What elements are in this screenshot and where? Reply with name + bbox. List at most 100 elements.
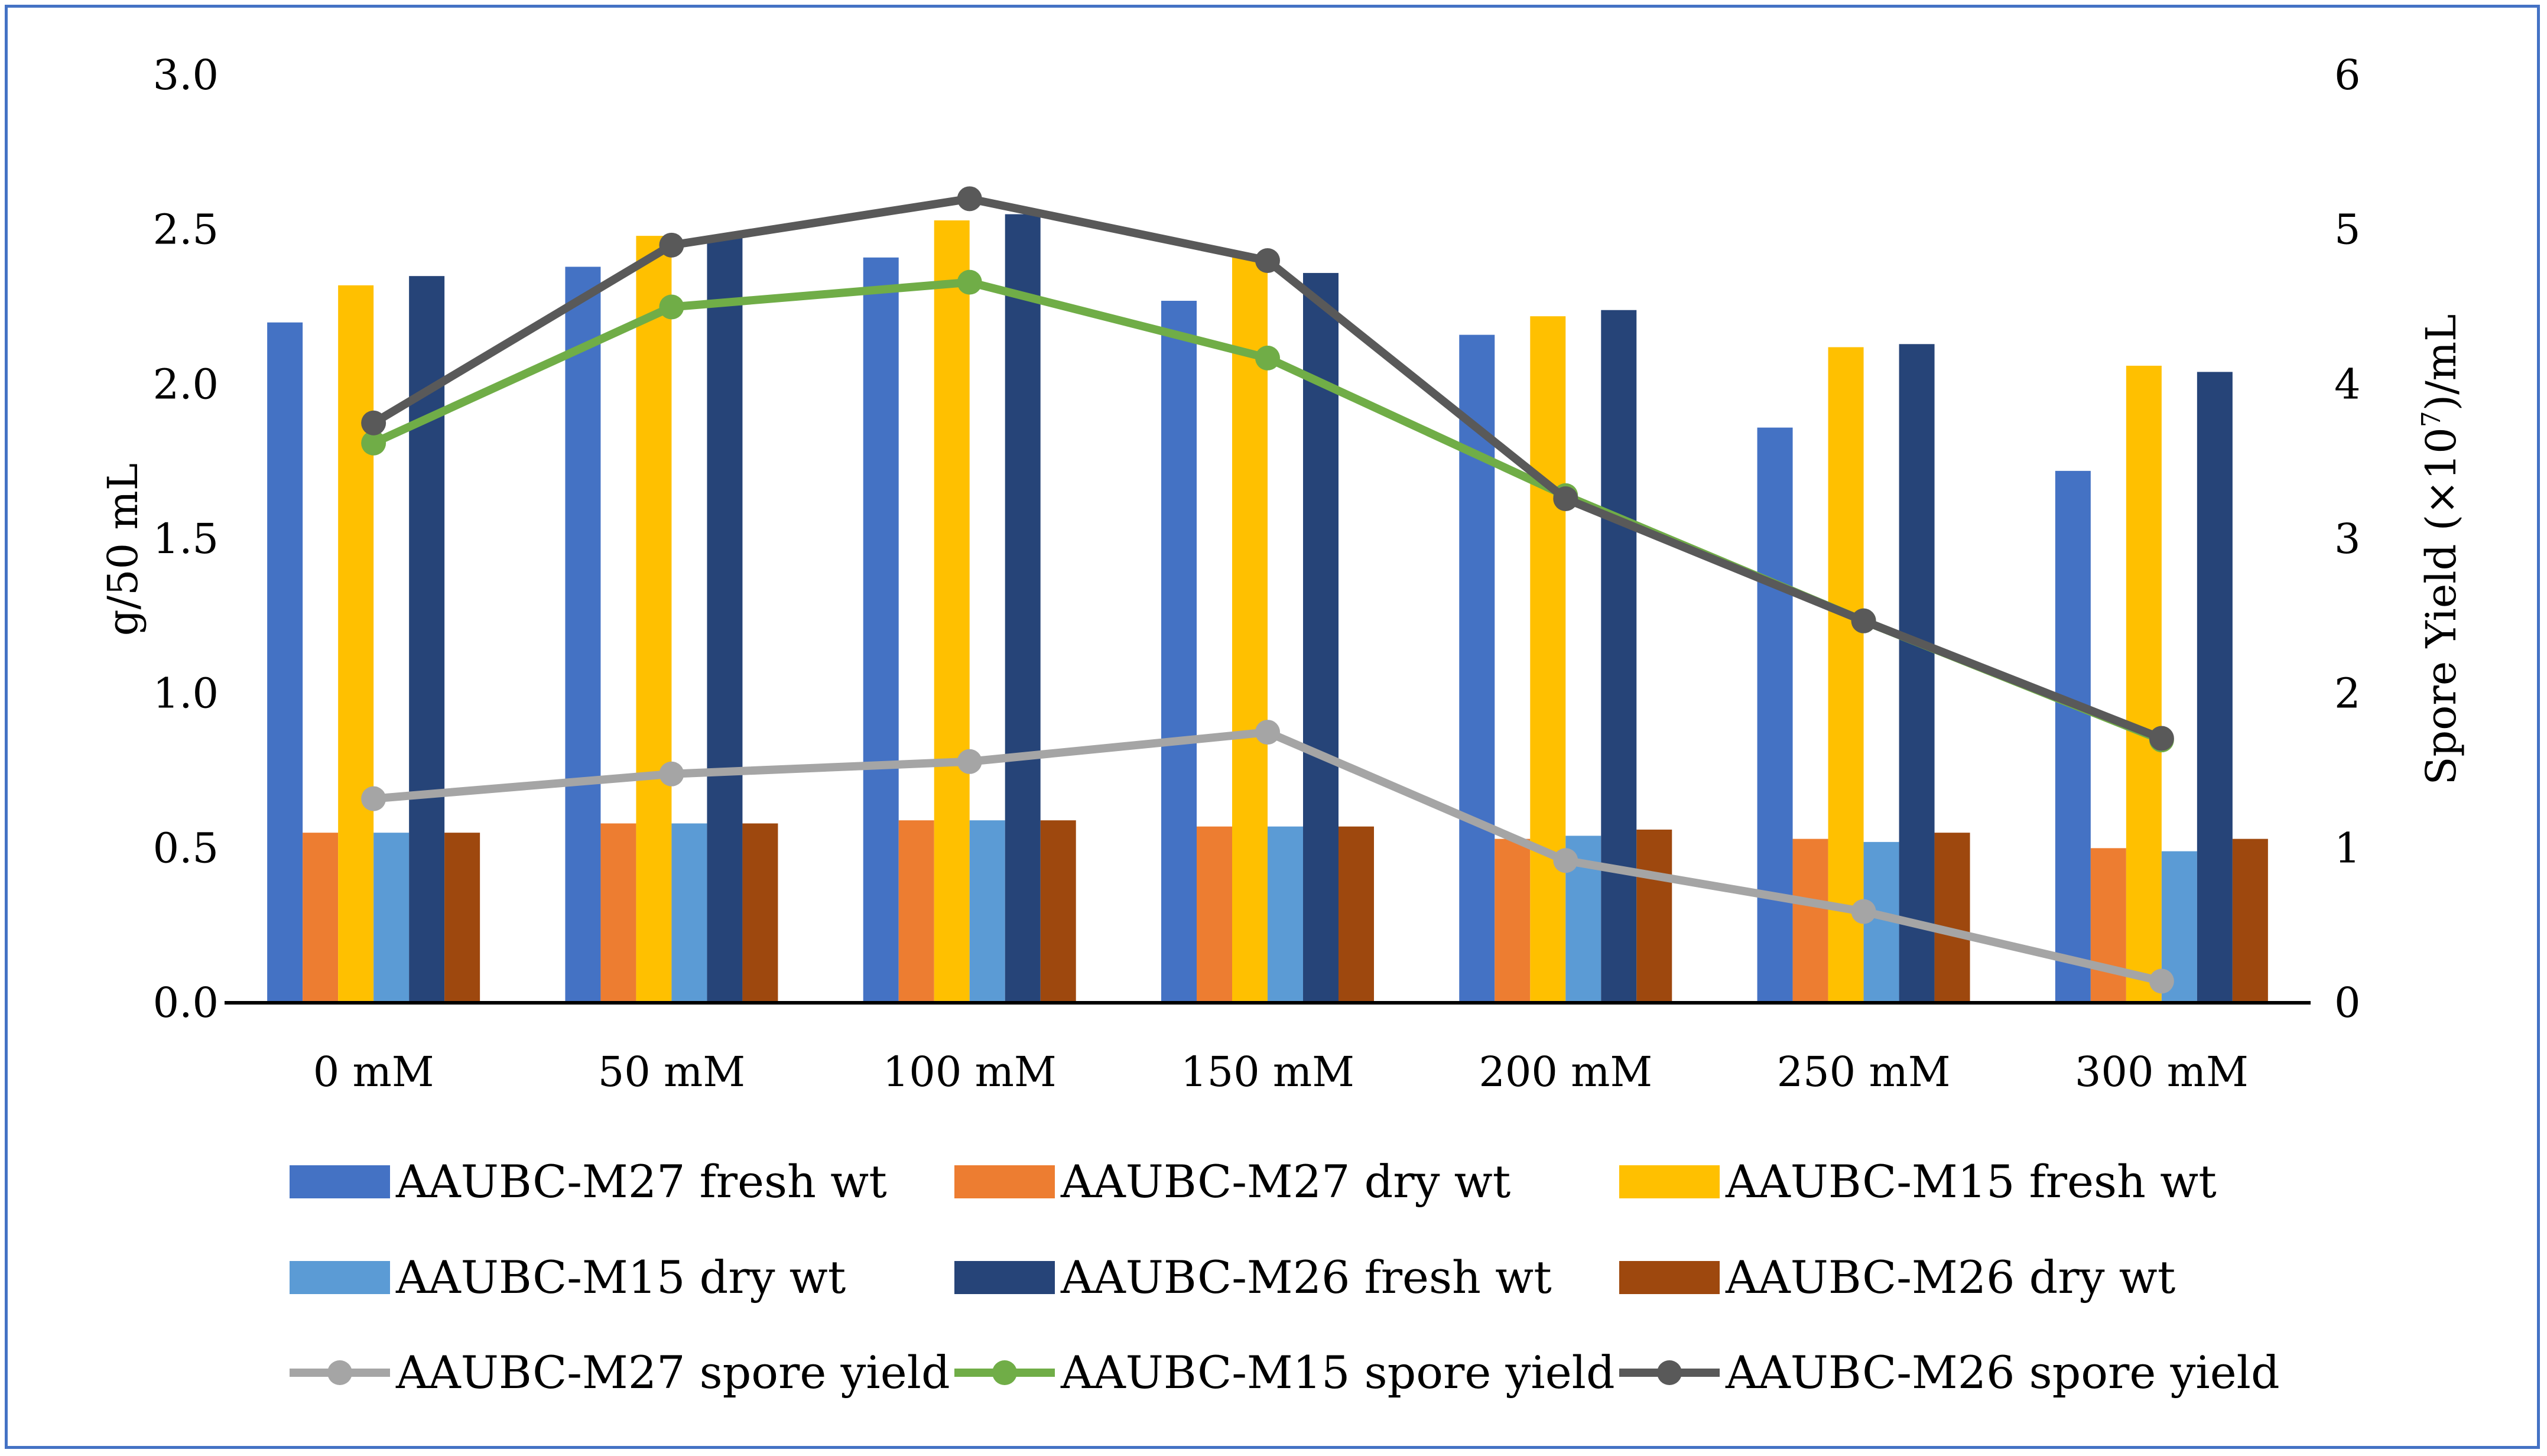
line-3-point-4 xyxy=(1255,248,1280,273)
legend-label-1: AAUBC-M27 fresh wt xyxy=(395,1155,887,1208)
x-tick-label-6: 250 mM xyxy=(1777,1048,1951,1096)
bar-1-6 xyxy=(1757,427,1793,1003)
bar-3-1 xyxy=(338,285,374,1003)
bar-5-3 xyxy=(1005,214,1041,1003)
legend-label-2: AAUBC-M27 dry wt xyxy=(1060,1155,1510,1208)
x-tick-label-5: 200 mM xyxy=(1479,1048,1652,1096)
legend-label-7: AAUBC-M27 spore yield xyxy=(395,1346,950,1399)
y2-tick-label-1: 0 xyxy=(2334,979,2361,1027)
x-tick-label-7: 300 mM xyxy=(2075,1048,2249,1096)
y-tick-label-3: 1.0 xyxy=(153,670,219,718)
bar-5-5 xyxy=(1601,310,1637,1003)
y2-tick-label-6: 5 xyxy=(2334,206,2361,254)
line-1-point-6 xyxy=(1851,899,1876,924)
bar-2-3 xyxy=(898,820,934,1003)
bar-6-6 xyxy=(1934,833,1970,1003)
bar-6-4 xyxy=(1339,826,1374,1003)
y-tick-label-7: 3.0 xyxy=(153,51,219,99)
bar-4-1 xyxy=(373,833,410,1003)
bar-1-4 xyxy=(1161,301,1197,1003)
legend-label-4: AAUBC-M15 dry wt xyxy=(395,1251,846,1304)
legend-swatch-1 xyxy=(290,1165,390,1198)
bar-1-1 xyxy=(267,322,303,1003)
bar-3-6 xyxy=(1828,347,1864,1003)
x-tick-label-1: 0 mM xyxy=(313,1048,434,1096)
bar-1-3 xyxy=(863,257,899,1003)
x-tick-label-2: 50 mM xyxy=(598,1048,745,1096)
legend-label-5: AAUBC-M26 fresh wt xyxy=(1060,1251,1552,1304)
legend-swatch-5 xyxy=(954,1261,1055,1294)
line-3-point-3 xyxy=(957,186,982,212)
bar-2-5 xyxy=(1495,838,1531,1003)
bar-2-7 xyxy=(2090,848,2126,1003)
line-3-point-2 xyxy=(659,232,684,258)
line-1-point-4 xyxy=(1255,720,1280,745)
y2-tick-label-5: 4 xyxy=(2334,360,2361,408)
legend-label-3: AAUBC-M15 fresh wt xyxy=(1725,1155,2217,1208)
bar-3-7 xyxy=(2126,365,2162,1003)
y2-tick-label-2: 1 xyxy=(2334,824,2361,872)
bar-3-5 xyxy=(1530,316,1566,1003)
y-tick-label-2: 0.5 xyxy=(153,824,219,872)
legend-marker-9 xyxy=(1657,1360,1682,1385)
bar-5-6 xyxy=(1899,344,1935,1003)
line-3-point-5 xyxy=(1553,486,1578,511)
legend-swatch-4 xyxy=(290,1261,390,1294)
bar-4-2 xyxy=(671,823,707,1003)
y-tick-label-4: 1.5 xyxy=(153,515,219,563)
y-tick-label-6: 2.5 xyxy=(153,206,219,254)
bar-3-3 xyxy=(934,220,970,1003)
legend-swatch-6 xyxy=(1619,1261,1720,1294)
legend-swatch-3 xyxy=(1619,1165,1720,1198)
legend-marker-8 xyxy=(992,1360,1017,1385)
line-2-point-4 xyxy=(1255,345,1280,370)
bar-6-5 xyxy=(1636,829,1672,1003)
y2-tick-label-3: 2 xyxy=(2334,670,2361,718)
bar-5-4 xyxy=(1303,272,1339,1003)
x-tick-label-3: 100 mM xyxy=(883,1048,1057,1096)
legend: AAUBC-M27 fresh wt AAUBC-M27 dry wt AAUBC-… xyxy=(290,1155,2280,1399)
y-axis-title: g/50 mL xyxy=(99,463,147,636)
y-tick-label-5: 2.0 xyxy=(153,360,219,408)
x-tick-label-4: 150 mM xyxy=(1181,1048,1354,1096)
bar-6-2 xyxy=(742,823,778,1003)
bar-6-3 xyxy=(1040,820,1076,1003)
y-tick-label-1: 0.0 xyxy=(153,979,219,1027)
legend-marker-7 xyxy=(327,1360,352,1385)
bar-2-4 xyxy=(1197,826,1232,1003)
line-1-point-2 xyxy=(659,761,684,786)
line-3-point-1 xyxy=(361,410,386,436)
y2-axis-title: Spore Yield (×107)/mL xyxy=(2416,314,2465,785)
line-3-point-6 xyxy=(1851,608,1876,633)
line-1-point-3 xyxy=(957,749,982,774)
bar-4-3 xyxy=(969,820,1005,1003)
bar-6-1 xyxy=(444,833,480,1003)
bar-6-7 xyxy=(2232,838,2268,1003)
bar-5-2 xyxy=(707,236,743,1003)
legend-swatch-2 xyxy=(954,1165,1055,1198)
line-1-point-5 xyxy=(1553,848,1578,873)
y2-tick-label-4: 3 xyxy=(2334,515,2361,563)
bar-3-2 xyxy=(636,236,672,1003)
line-3-point-7 xyxy=(2149,726,2174,751)
bar-4-4 xyxy=(1268,826,1303,1003)
line-1-point-7 xyxy=(2149,968,2174,994)
line-2-point-3 xyxy=(957,269,982,295)
y2-tick-label-7: 6 xyxy=(2334,51,2361,99)
bar-3-4 xyxy=(1232,257,1268,1003)
bar-2-1 xyxy=(303,833,339,1003)
bar-2-2 xyxy=(600,823,636,1003)
bar-2-6 xyxy=(1792,838,1828,1003)
bars-layer xyxy=(267,214,2268,1003)
bar-5-7 xyxy=(2197,372,2233,1003)
bar-1-7 xyxy=(2055,470,2091,1003)
legend-label-9: AAUBC-M26 spore yield xyxy=(1725,1346,2280,1399)
line-1-point-1 xyxy=(361,786,386,811)
legend-label-8: AAUBC-M15 spore yield xyxy=(1060,1346,1615,1399)
line-2-point-1 xyxy=(361,430,386,456)
bar-1-2 xyxy=(565,266,601,1003)
lines-layer xyxy=(361,186,2174,994)
line-2-point-2 xyxy=(659,294,684,320)
axes-layer: 0.0 0.5 1.0 1.5 2.0 2.5 3.0 0 1 2 3 4 5 6 0 mM 50 mM 100… xyxy=(153,51,2361,1096)
